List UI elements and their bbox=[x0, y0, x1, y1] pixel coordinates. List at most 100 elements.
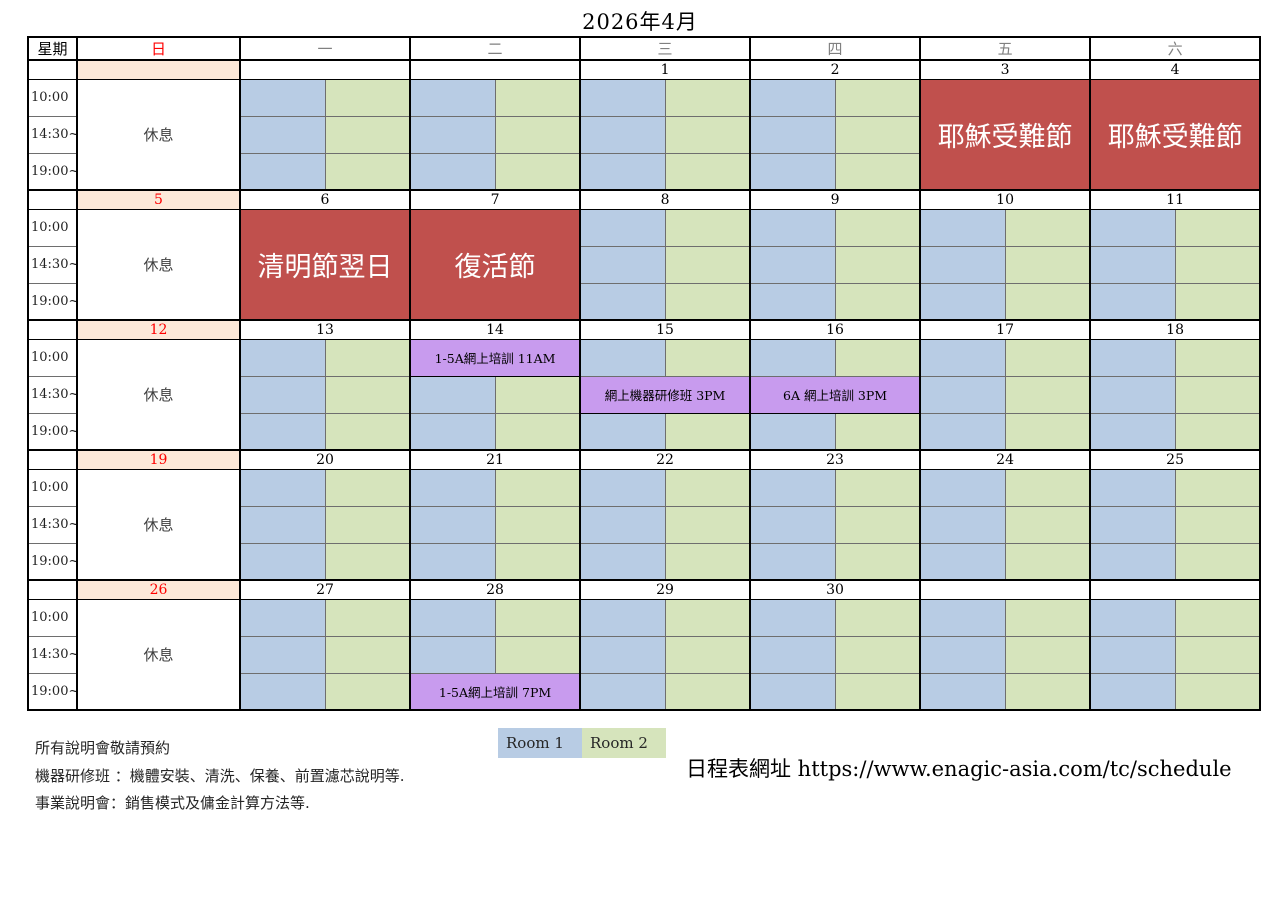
room2-cell bbox=[324, 115, 411, 154]
room1-cell bbox=[749, 598, 836, 637]
holiday-cell: 耶穌受難節 bbox=[919, 78, 1091, 191]
room2-cell bbox=[834, 208, 921, 247]
date-cell: 25 bbox=[1089, 449, 1261, 470]
room1-cell bbox=[1089, 635, 1176, 674]
time-row: 19:00~ bbox=[27, 412, 1261, 451]
room1-cell bbox=[749, 115, 836, 154]
room2-cell bbox=[324, 635, 411, 674]
date-cell: 7 bbox=[409, 189, 581, 210]
date-cell: 22 bbox=[579, 449, 751, 470]
note-booking: 所有說明會敬請預約 bbox=[35, 739, 171, 757]
time-label: 14:30~ bbox=[27, 505, 78, 544]
date-cell: 30 bbox=[749, 579, 921, 600]
room2-cell bbox=[664, 78, 751, 117]
event-cell: 1-5A網上培訓 11AM bbox=[409, 338, 581, 377]
time-label: 19:00~ bbox=[27, 152, 78, 191]
room2-cell bbox=[1174, 672, 1261, 711]
sunday-rest-cell: 休息 bbox=[76, 468, 241, 581]
holiday-cell: 清明節翌日 bbox=[238, 208, 411, 321]
room1-cell bbox=[579, 412, 666, 451]
time-row: 19:00~ bbox=[27, 542, 1261, 581]
time-label: 14:30~ bbox=[27, 635, 78, 674]
time-label: 19:00~ bbox=[27, 282, 78, 321]
time-label: 19:00~ bbox=[27, 542, 78, 581]
date-cell: 18 bbox=[1089, 319, 1261, 340]
room2-cell bbox=[494, 115, 581, 154]
sunday-rest-cell: 休息 bbox=[76, 78, 241, 191]
time-row: 14:30~ bbox=[27, 635, 1261, 674]
room1-cell bbox=[919, 635, 1006, 674]
room2-cell bbox=[834, 78, 921, 117]
room2-cell bbox=[494, 542, 581, 581]
weekday-header-wed: 三 bbox=[579, 36, 751, 61]
date-cell: 15 bbox=[579, 319, 751, 340]
room2-cell bbox=[664, 282, 751, 321]
time-label: 10:00 bbox=[27, 598, 78, 637]
event-cell: 1-5A網上培訓 7PM bbox=[409, 672, 581, 711]
room1-cell bbox=[409, 412, 496, 451]
room1-cell bbox=[239, 152, 326, 191]
date-cell: 20 bbox=[238, 449, 411, 470]
room2-cell bbox=[324, 338, 411, 377]
room1-cell bbox=[1089, 375, 1176, 414]
room2-cell bbox=[1004, 375, 1091, 414]
room1-cell bbox=[1089, 672, 1176, 711]
weekday-header-fri: 五 bbox=[919, 36, 1091, 61]
weekday-header-tue: 二 bbox=[409, 36, 581, 61]
room2-cell bbox=[834, 542, 921, 581]
room2-cell bbox=[834, 412, 921, 451]
room1-cell bbox=[579, 468, 666, 507]
time-label: 10:00 bbox=[27, 208, 78, 247]
room2-cell bbox=[1174, 338, 1261, 377]
room1-cell bbox=[239, 78, 326, 117]
time-label: 19:00~ bbox=[27, 672, 78, 711]
room2-cell bbox=[1174, 598, 1261, 637]
room2-cell bbox=[324, 78, 411, 117]
date-cell: 4 bbox=[1089, 59, 1261, 80]
room2-cell bbox=[834, 635, 921, 674]
date-cell: 21 bbox=[409, 449, 581, 470]
date-cell bbox=[409, 59, 581, 80]
sunday-rest-cell: 休息 bbox=[76, 598, 241, 711]
sunday-rest-cell: 休息 bbox=[76, 338, 241, 451]
room2-cell bbox=[834, 468, 921, 507]
note-business-session: 事業說明會：銷售模式及傭金計算方法等. bbox=[35, 794, 310, 812]
room2-cell bbox=[664, 672, 751, 711]
room1-cell bbox=[579, 282, 666, 321]
room2-cell bbox=[1174, 468, 1261, 507]
room2-cell bbox=[834, 505, 921, 544]
room1-cell bbox=[579, 115, 666, 154]
date-cell: 16 bbox=[749, 319, 921, 340]
date-cell: 1 bbox=[579, 59, 751, 80]
room1-cell bbox=[409, 598, 496, 637]
time-row: 14:30~ bbox=[27, 505, 1261, 544]
room1-cell bbox=[1089, 208, 1176, 247]
time-row: 10:00 休息 1-5A網上培訓 11AM bbox=[27, 338, 1261, 451]
weekday-header-label: 星期 bbox=[27, 36, 78, 61]
date-cell: 9 bbox=[749, 189, 921, 210]
sunday-date-cell: 5 bbox=[76, 189, 241, 210]
room2-cell bbox=[664, 115, 751, 154]
time-row: 10:00 休息 耶穌受難節 耶穌受難節 bbox=[27, 78, 1261, 191]
room2-cell bbox=[1004, 672, 1091, 711]
room1-cell bbox=[749, 468, 836, 507]
room1-cell bbox=[919, 542, 1006, 581]
holiday-cell: 耶穌受難節 bbox=[1089, 78, 1261, 191]
time-row: 14:30~ 網上機器研修班 3PM 6A 網上培訓 3PM bbox=[27, 375, 1261, 414]
date-cell: 6 bbox=[238, 189, 411, 210]
room1-cell bbox=[919, 672, 1006, 711]
date-cell: 29 bbox=[579, 579, 751, 600]
date-row-week-2: 5 6 7 8 9 10 11 bbox=[27, 189, 1261, 210]
room2-cell bbox=[494, 635, 581, 674]
date-cell: 2 bbox=[749, 59, 921, 80]
room2-cell bbox=[324, 412, 411, 451]
room1-cell bbox=[579, 78, 666, 117]
room1-cell bbox=[239, 635, 326, 674]
date-cell: 14 bbox=[409, 319, 581, 340]
room2-cell bbox=[494, 412, 581, 451]
date-cell: 8 bbox=[579, 189, 751, 210]
room1-cell bbox=[1089, 412, 1176, 451]
legend-room2: Room 2 bbox=[582, 728, 666, 758]
date-cell: 13 bbox=[238, 319, 411, 340]
